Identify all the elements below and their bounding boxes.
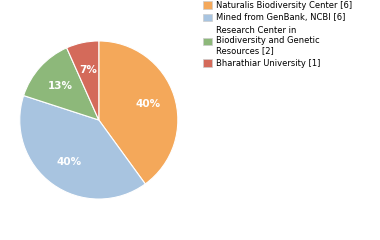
Text: 13%: 13% xyxy=(48,81,73,91)
Wedge shape xyxy=(66,41,99,120)
Text: 40%: 40% xyxy=(135,99,160,109)
Text: 7%: 7% xyxy=(79,65,97,75)
Wedge shape xyxy=(24,48,99,120)
Text: 40%: 40% xyxy=(56,156,81,167)
Wedge shape xyxy=(99,41,178,184)
Wedge shape xyxy=(20,96,145,199)
Legend: Naturalis Biodiversity Center [6], Mined from GenBank, NCBI [6], Research Center: Naturalis Biodiversity Center [6], Mined… xyxy=(202,0,354,70)
